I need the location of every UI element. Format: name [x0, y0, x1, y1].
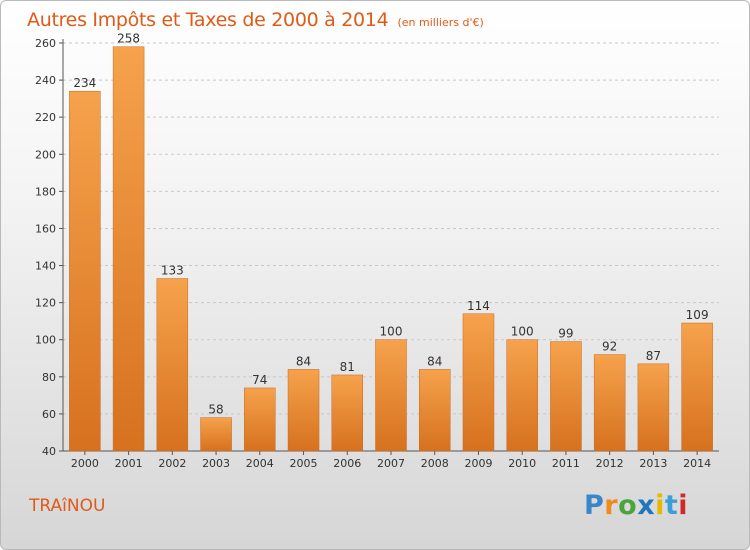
y-tick-labels: 40 60 80 100 120 140 160 180 200 220 240 260 [35, 37, 56, 458]
x-tick-label-2012: 2012 [596, 457, 624, 470]
bar-2008 [418, 369, 451, 452]
data-label-2003: 58 [208, 403, 223, 417]
data-label-2011: 99 [558, 327, 573, 341]
y-tick-label: 60 [42, 408, 56, 421]
data-label-2008: 84 [427, 354, 442, 368]
x-tick-label-2001: 2001 [115, 457, 143, 470]
bar-2000 [69, 90, 101, 452]
x-tick-label-2000: 2000 [71, 457, 99, 470]
x-tick-label-2010: 2010 [508, 457, 536, 470]
y-tick-label: 260 [35, 37, 56, 50]
x-tick-label-2005: 2005 [290, 457, 318, 470]
y-tick-label: 40 [42, 445, 56, 458]
data-labels: 234 258 133 58 74 84 81 100 84 114 100 99 92 87 109 [73, 32, 708, 417]
data-label-2002: 133 [161, 264, 184, 278]
logo-letter: x [637, 490, 656, 521]
y-tick-label: 200 [35, 148, 56, 161]
bars [69, 46, 713, 452]
proxiti-logo: Proxiti [584, 490, 688, 521]
y-tick-label: 220 [35, 111, 56, 124]
data-label-2014: 109 [686, 308, 709, 322]
logo-letter: i [678, 490, 689, 521]
data-label-2007: 100 [380, 325, 403, 339]
y-tick-label: 140 [35, 260, 56, 273]
bar-2001 [112, 46, 145, 452]
data-label-2009: 114 [467, 299, 490, 313]
bar-2005 [287, 369, 320, 452]
y-tick-label: 100 [35, 334, 56, 347]
x-tick-label-2013: 2013 [639, 457, 667, 470]
y-tick-label: 80 [42, 371, 56, 384]
bar-2006 [331, 374, 364, 452]
x-tick-label-2006: 2006 [333, 457, 361, 470]
y-tick-label: 160 [35, 222, 56, 235]
bar-2012 [593, 354, 626, 452]
bar-2009 [462, 313, 495, 452]
bar-2007 [375, 339, 407, 452]
data-label-2001: 258 [117, 32, 140, 46]
x-tick-label-2009: 2009 [464, 457, 492, 470]
bar-2002 [156, 278, 189, 452]
data-label-2000: 234 [73, 76, 96, 90]
chart-unit-note: (en milliers d'€) [397, 16, 484, 29]
bar-2010 [506, 339, 538, 452]
data-label-2004: 74 [252, 373, 267, 387]
logo-letter: r [604, 490, 619, 521]
logo-letter: i [655, 490, 665, 521]
logo-letter: t [664, 490, 679, 521]
y-tick-label: 120 [35, 297, 56, 310]
logo-letter: P [584, 490, 605, 521]
chart-title: Autres Impôts et Taxes de 2000 à 2014 (e… [27, 9, 484, 31]
bar-2004 [244, 387, 276, 452]
bar-2014 [681, 322, 713, 452]
x-tick-label-2003: 2003 [202, 457, 230, 470]
x-tick-label-2004: 2004 [246, 457, 274, 470]
x-tick-label-2008: 2008 [421, 457, 449, 470]
data-label-2005: 84 [296, 354, 311, 368]
data-label-2006: 81 [340, 360, 355, 374]
x-tick-labels: 2000 2001 2002 2003 2004 2005 2006 2007 2008 2009… [71, 457, 711, 470]
data-label-2013: 87 [646, 349, 661, 363]
data-label-2012: 92 [602, 340, 617, 354]
logo-letter: o [618, 490, 638, 521]
x-tick-label-2011: 2011 [552, 457, 580, 470]
y-tick-label: 240 [35, 74, 56, 87]
x-tick-label-2014: 2014 [683, 457, 711, 470]
bar-2013 [637, 363, 670, 452]
y-tick-label: 180 [35, 185, 56, 198]
commune-name: TRAîNOU [29, 496, 106, 516]
bar-2011 [550, 341, 582, 452]
chart-title-text: Autres Impôts et Taxes de 2000 à 2014 [27, 9, 389, 31]
x-tick-label-2002: 2002 [158, 457, 186, 470]
bar-2003 [200, 417, 232, 452]
x-tick-label-2007: 2007 [377, 457, 405, 470]
data-label-2010: 100 [511, 325, 534, 339]
